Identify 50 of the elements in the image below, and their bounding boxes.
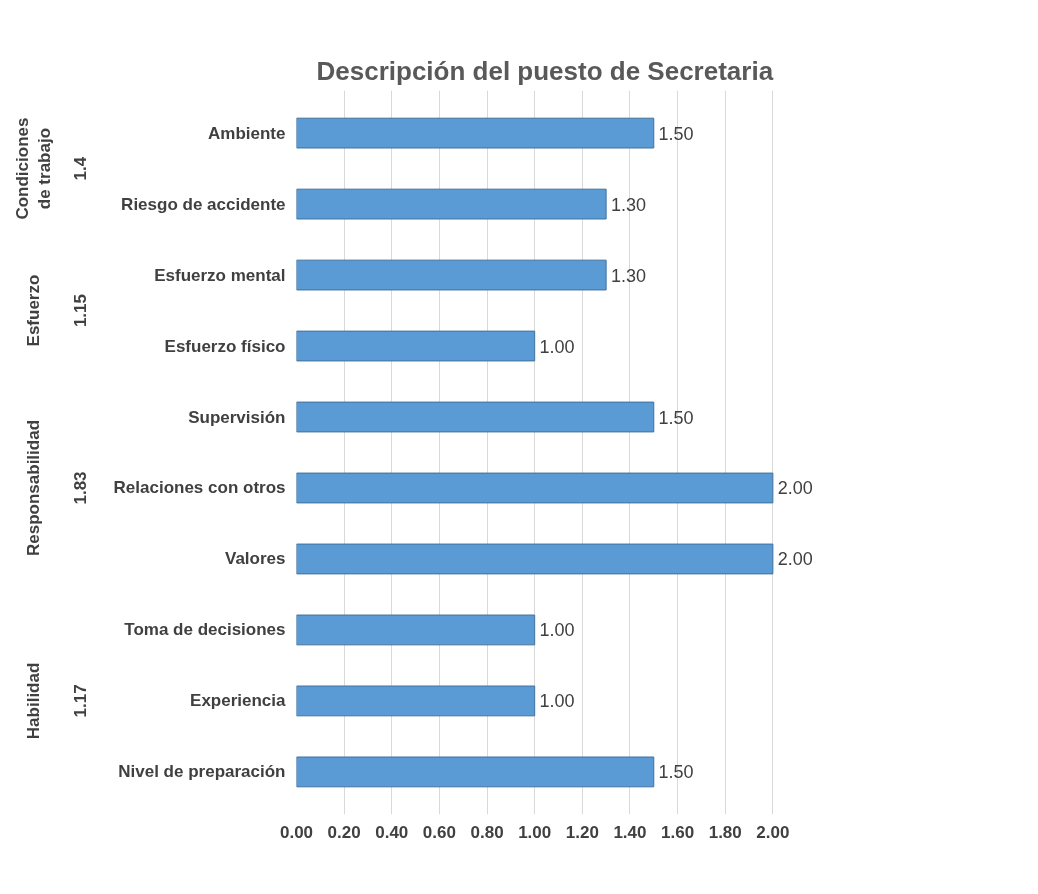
data-label: 1.50 [658,407,694,428]
x-tick-label: 1.40 [613,822,647,842]
y-tick-label: Ambiente [208,123,286,143]
x-tick-label: 0.40 [375,822,409,842]
y-tick-label: Valores [225,549,286,569]
bar [296,614,536,646]
x-tick-label: 1.20 [565,822,599,842]
x-tick-label: 1.00 [518,822,552,842]
text: 1.15 [70,293,90,328]
data-label: 1.00 [539,620,575,641]
x-tick-label: 0.80 [470,822,504,842]
data-label: 1.50 [658,123,694,144]
x-tick-label: 1.80 [708,822,742,842]
x-tick-label: 0.20 [327,822,361,842]
bar [296,543,774,575]
text: 1.4 [70,156,90,181]
y-tick-label: Toma de decisiones [124,620,286,640]
y-tick-label: Esfuerzo físico [164,336,286,356]
chart-title: Descripción del puesto de Secretaria [316,55,774,86]
y-tick-label: Esfuerzo mental [154,265,286,285]
text: 1.83 [70,471,90,505]
bar [296,117,655,149]
bar [296,330,536,362]
text: Responsabilidad [24,419,43,556]
bar [296,756,655,788]
bar [296,472,774,504]
text: Condiciones de trabajo [12,117,55,220]
bar [296,401,655,433]
y-tick-label: Nivel de preparación [118,762,286,782]
data-label: 1.00 [539,336,575,357]
y-tick-label: Supervisión [188,407,286,427]
x-tick-label: 2.00 [756,822,790,842]
data-label: 1.30 [610,265,646,286]
data-label: 2.00 [777,549,813,570]
text: 1.17 [70,684,90,718]
text: Esfuerzo [24,274,43,347]
y-tick-label: Experiencia [190,691,287,711]
bar [296,259,607,291]
x-tick-label: 0.60 [422,822,456,842]
data-label: 1.30 [610,194,646,215]
text: Habilidad [24,662,43,740]
data-label: 1.00 [539,691,575,712]
data-label: 2.00 [777,478,813,499]
y-tick-label: Riesgo de accidente [121,194,286,214]
x-tick-label: 0.00 [279,822,314,842]
bar [296,685,536,717]
data-label: 1.50 [658,762,694,783]
bar [296,188,607,220]
x-tick-label: 1.60 [661,822,695,842]
y-tick-label: Relaciones con otros [113,478,286,498]
